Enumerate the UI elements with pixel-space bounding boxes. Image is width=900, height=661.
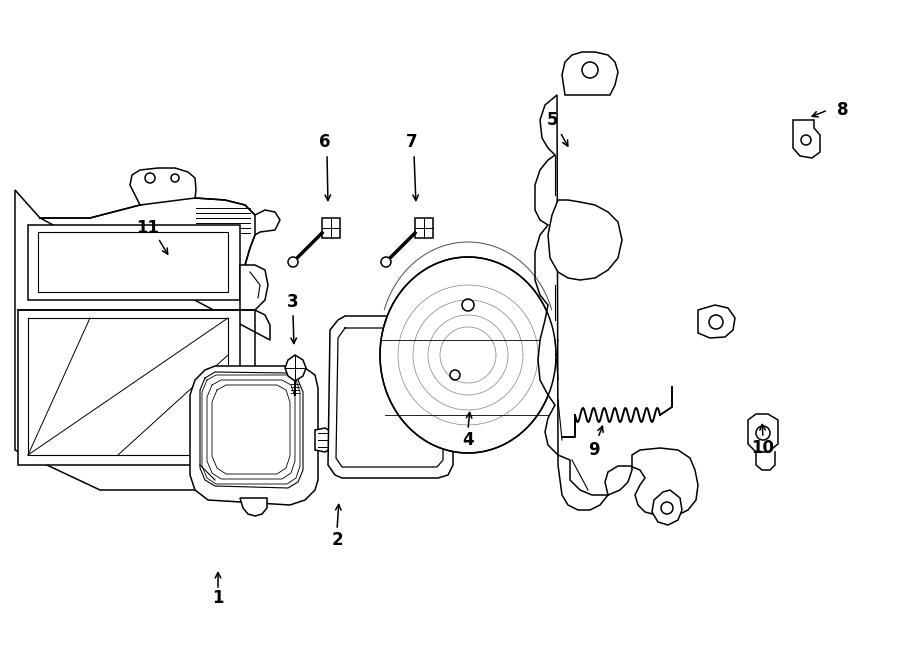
Text: 3: 3 bbox=[287, 293, 299, 311]
Text: 8: 8 bbox=[837, 101, 849, 119]
Text: 7: 7 bbox=[406, 133, 418, 151]
Polygon shape bbox=[793, 120, 820, 158]
Text: 9: 9 bbox=[589, 441, 599, 459]
Polygon shape bbox=[415, 218, 433, 238]
Polygon shape bbox=[535, 95, 698, 516]
Polygon shape bbox=[285, 355, 306, 381]
Text: 10: 10 bbox=[752, 439, 775, 457]
Polygon shape bbox=[315, 428, 332, 452]
Text: 11: 11 bbox=[137, 219, 159, 237]
Polygon shape bbox=[28, 225, 240, 300]
Polygon shape bbox=[15, 190, 255, 490]
Text: 5: 5 bbox=[547, 111, 559, 129]
Polygon shape bbox=[380, 257, 556, 453]
Text: 2: 2 bbox=[331, 531, 343, 549]
Polygon shape bbox=[562, 52, 618, 95]
Circle shape bbox=[381, 257, 391, 267]
Polygon shape bbox=[748, 414, 778, 452]
Polygon shape bbox=[698, 305, 735, 338]
Polygon shape bbox=[240, 498, 267, 516]
Polygon shape bbox=[322, 218, 340, 238]
Polygon shape bbox=[652, 490, 682, 525]
Polygon shape bbox=[18, 310, 240, 465]
Polygon shape bbox=[548, 200, 622, 280]
Polygon shape bbox=[130, 168, 196, 205]
Polygon shape bbox=[240, 265, 268, 310]
Polygon shape bbox=[336, 328, 443, 467]
Text: 6: 6 bbox=[320, 133, 331, 151]
Circle shape bbox=[288, 257, 298, 267]
Text: 1: 1 bbox=[212, 589, 224, 607]
Text: 4: 4 bbox=[463, 431, 473, 449]
Polygon shape bbox=[190, 366, 318, 505]
Polygon shape bbox=[328, 316, 453, 478]
